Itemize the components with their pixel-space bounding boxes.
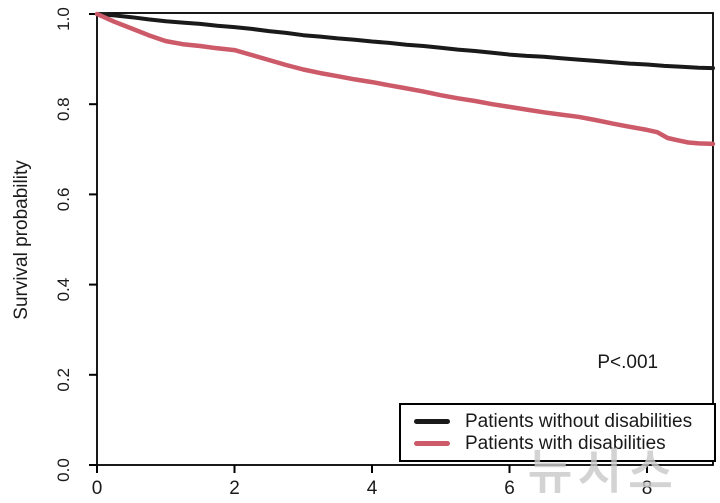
survival-curve-with-disabilities: [94, 11, 716, 147]
y-tick-label: 0.6: [54, 188, 73, 212]
legend-line-sample: [414, 441, 450, 446]
x-tick-label: 2: [229, 478, 240, 499]
y-axis-title: Survival probability: [11, 154, 33, 326]
x-tick-label: 6: [504, 478, 515, 499]
legend-box: Patients without disabilities Patients w…: [399, 403, 716, 462]
y-tick-label: 0.8: [54, 97, 73, 121]
x-tick-label: 0: [92, 478, 103, 499]
x-tick-label: 8: [642, 478, 653, 499]
y-tick-label: 0.4: [54, 278, 73, 302]
x-tick-label: 4: [367, 478, 378, 499]
legend-label: Patients with disabilities: [465, 433, 666, 454]
legend-item-with-disabilities: Patients with disabilities: [414, 433, 714, 454]
plot-frame: [96, 12, 714, 466]
p-value-annotation: P<.001: [597, 352, 658, 373]
legend-item-without-disabilities: Patients without disabilities: [414, 411, 714, 432]
legend-label: Patients without disabilities: [465, 411, 693, 432]
y-tick-label: 0.0: [54, 458, 73, 482]
y-tick-label: 1.0: [54, 7, 73, 31]
survival-curve-without-disabilities: [95, 12, 715, 71]
y-axis-title-text: Survival probability: [11, 160, 32, 320]
legend-line-sample: [414, 419, 450, 424]
y-tick-label: 0.2: [54, 368, 73, 392]
